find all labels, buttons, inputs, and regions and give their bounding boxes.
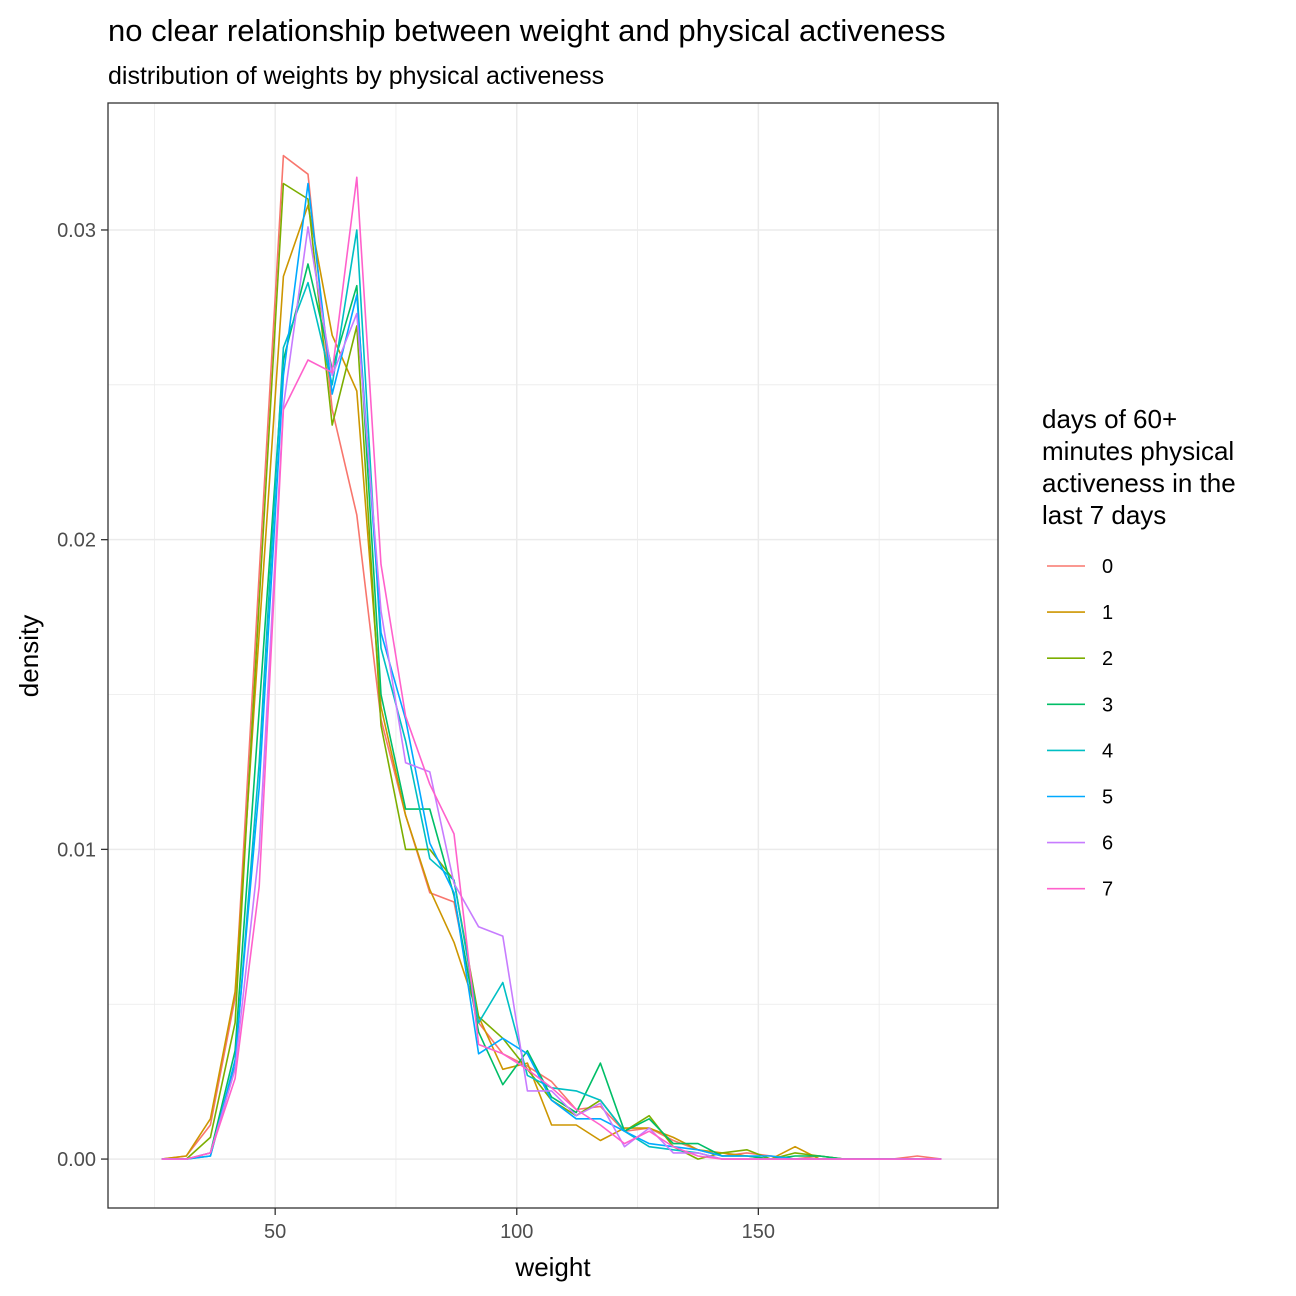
legend-label: 1 xyxy=(1102,602,1113,624)
legend-item-7: 7 xyxy=(1047,879,1113,901)
grid-major xyxy=(108,103,998,1208)
legend-title-line: last 7 days xyxy=(1042,500,1166,530)
legend-label: 4 xyxy=(1102,740,1113,762)
x-tick-label: 150 xyxy=(742,1221,775,1243)
y-tick-label: 0.01 xyxy=(57,839,96,861)
legend-items: 0 1 2 3 4 5 6 7 xyxy=(1047,556,1113,901)
legend-item-0: 0 xyxy=(1047,556,1113,578)
panel-border xyxy=(107,102,999,1209)
y-tick-label: 0.00 xyxy=(57,1149,96,1171)
y-tick-label: 0.03 xyxy=(57,220,96,242)
legend-label: 5 xyxy=(1102,787,1113,809)
y-tick-label: 0.02 xyxy=(57,530,96,552)
x-axis-title: weight xyxy=(514,1252,591,1282)
legend-item-5: 5 xyxy=(1047,787,1113,809)
y-axis: 0.00 0.01 0.02 0.03 xyxy=(57,220,108,1171)
x-axis: 50 100 150 xyxy=(264,1208,775,1243)
grid-minor xyxy=(108,103,998,1208)
chart-title: no clear relationship between weight and… xyxy=(108,13,946,48)
legend-title: days of 60+ minutes physical activeness … xyxy=(1042,404,1243,530)
panel-background xyxy=(108,103,998,1208)
legend-item-2: 2 xyxy=(1047,648,1113,670)
chart-subtitle: distribution of weights by physical acti… xyxy=(108,62,604,90)
series-lines xyxy=(161,154,942,1160)
legend-label: 0 xyxy=(1102,556,1113,578)
legend-title-line: activeness in the xyxy=(1042,468,1236,498)
legend-label: 2 xyxy=(1102,648,1113,670)
series-line-0 xyxy=(161,154,942,1160)
legend-item-4: 4 xyxy=(1047,740,1113,762)
legend-title-line: days of 60+ xyxy=(1042,404,1177,434)
legend-item-3: 3 xyxy=(1047,694,1113,716)
legend-title-line: minutes physical xyxy=(1042,436,1234,466)
legend: days of 60+ minutes physical activeness … xyxy=(1042,404,1243,901)
y-axis-title: density xyxy=(14,615,44,697)
legend-label: 6 xyxy=(1102,833,1113,855)
legend-label: 7 xyxy=(1102,879,1113,901)
legend-label: 3 xyxy=(1102,694,1113,716)
plot-panel xyxy=(107,102,999,1209)
legend-item-1: 1 xyxy=(1047,602,1113,624)
x-tick-label: 100 xyxy=(500,1221,533,1243)
x-tick-label: 50 xyxy=(264,1221,286,1243)
legend-item-6: 6 xyxy=(1047,833,1113,855)
series-line-7 xyxy=(161,176,942,1160)
